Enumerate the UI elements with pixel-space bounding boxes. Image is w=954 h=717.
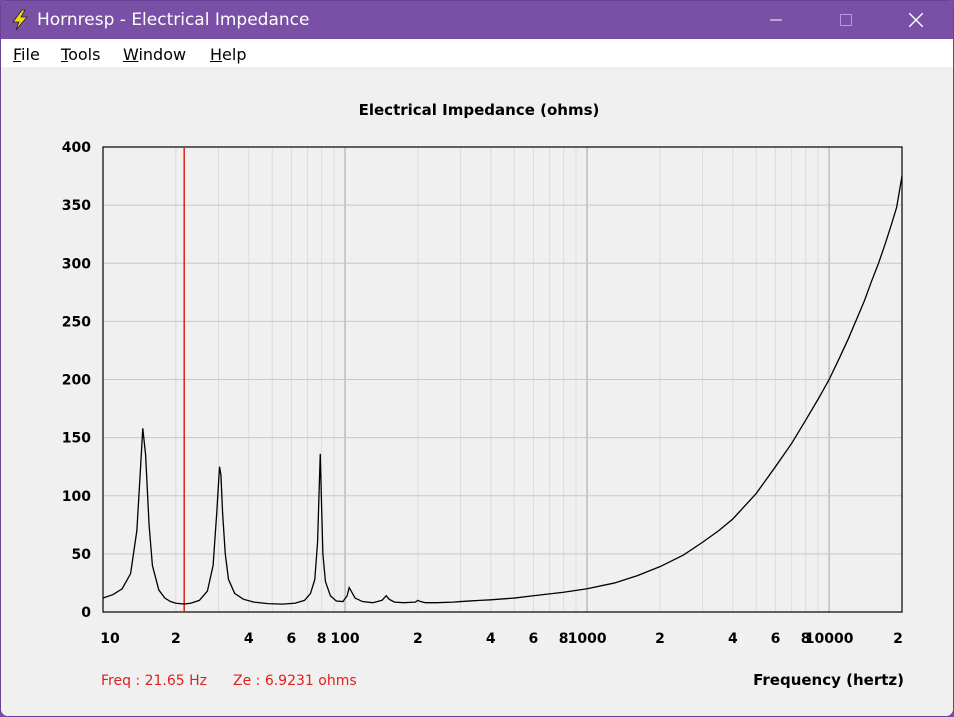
menu-help-label: elp	[222, 45, 247, 64]
menu-file-label: ile	[21, 45, 40, 64]
impedance-readout: Ze : 6.9231 ohms	[233, 673, 357, 689]
x-axis-label: Frequency (hertz)	[753, 671, 904, 689]
menu-file[interactable]: File	[13, 45, 40, 64]
plot-frame	[102, 146, 903, 613]
y-tick-label: 100	[62, 489, 91, 505]
menu-window[interactable]: Window	[123, 45, 186, 64]
x-tick-label: 1000	[568, 631, 607, 647]
minimize-button[interactable]	[753, 1, 799, 39]
menu-help[interactable]: Help	[210, 45, 246, 64]
menu-window-label: indow	[138, 45, 187, 64]
x-tick-label: 6	[771, 631, 781, 647]
x-tick-label: 8	[559, 631, 569, 647]
x-tick-label: 4	[244, 631, 254, 647]
menu-help-mnemonic: H	[210, 45, 223, 64]
window-title: Hornresp - Electrical Impedance	[37, 10, 310, 30]
y-tick-label: 300	[62, 256, 91, 272]
minimize-icon	[770, 19, 782, 21]
menu-tools[interactable]: Tools	[61, 45, 100, 64]
x-tick-label: 10	[100, 631, 120, 647]
x-tick-label: 10000	[805, 631, 854, 647]
menu-window-mnemonic: W	[123, 45, 139, 64]
menu-tools-mnemonic: T	[61, 45, 69, 64]
maximize-icon	[840, 14, 852, 26]
close-button[interactable]	[893, 1, 939, 39]
x-tick-label: 2	[893, 631, 903, 647]
x-tick-label: 4	[728, 631, 738, 647]
title-bar[interactable]: Hornresp - Electrical Impedance	[1, 1, 953, 39]
y-axis: 0 50 100 150 200 250 300 350 400	[62, 140, 91, 621]
y-tick-label: 150	[62, 431, 91, 447]
y-tick-label: 350	[62, 198, 91, 214]
frequency-readout: Freq : 21.65 Hz	[101, 673, 207, 689]
x-tick-label: 100	[330, 631, 359, 647]
x-tick-label: 2	[413, 631, 423, 647]
menu-file-mnemonic: F	[13, 45, 22, 64]
y-tick-label: 0	[81, 605, 91, 621]
y-tick-label: 50	[72, 547, 92, 563]
x-tick-label: 2	[655, 631, 665, 647]
x-tick-label: 2	[171, 631, 181, 647]
menu-tools-label: ools	[68, 45, 101, 64]
y-tick-label: 400	[62, 140, 91, 156]
impedance-chart[interactable]: Electrical Impedance (ohms) 0 50 100 150 200…	[1, 67, 953, 716]
x-tick-label: 4	[486, 631, 496, 647]
x-tick-label: 8	[801, 631, 811, 647]
menu-bar: File Tools Window Help	[1, 39, 953, 67]
maximize-button[interactable]	[823, 1, 869, 39]
lightning-icon	[12, 9, 28, 31]
y-tick-label: 250	[62, 314, 91, 330]
chart-panel[interactable]: Electrical Impedance (ohms) 0 50 100 150 200…	[1, 67, 953, 716]
close-icon	[909, 13, 923, 27]
grid	[103, 147, 902, 612]
chart-title: Electrical Impedance (ohms)	[359, 101, 600, 119]
impedance-curve	[102, 175, 903, 605]
x-tick-label: 6	[286, 631, 296, 647]
x-tick-label: 8	[317, 631, 327, 647]
y-tick-label: 200	[62, 373, 91, 389]
x-tick-label: 6	[529, 631, 539, 647]
